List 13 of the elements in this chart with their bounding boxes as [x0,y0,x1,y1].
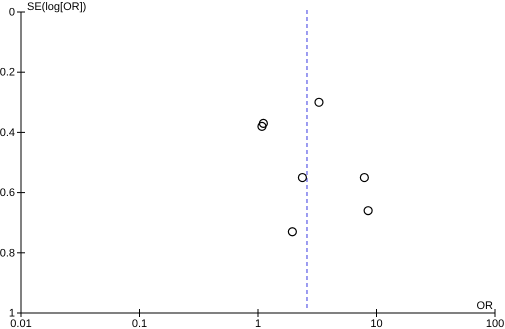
y-tick-label: 0 [8,6,15,19]
y-tick-label: 0.8 [0,247,15,260]
x-tick-label: 0.1 [132,318,148,329]
x-axis-title: OR [476,300,494,312]
x-tick-label: 1 [254,318,262,329]
y-tick-label: 0.4 [0,126,15,139]
y-tick-label: 0.6 [0,187,15,200]
y-axis-title: SE(log[OR]) [27,1,86,13]
x-tick-label: 0.01 [10,318,32,329]
x-tick-label: 10 [370,318,383,329]
y-tick-label: 0.2 [0,66,15,79]
y-tick-label: 1 [8,308,15,320]
x-tick-label: 100 [486,318,504,329]
